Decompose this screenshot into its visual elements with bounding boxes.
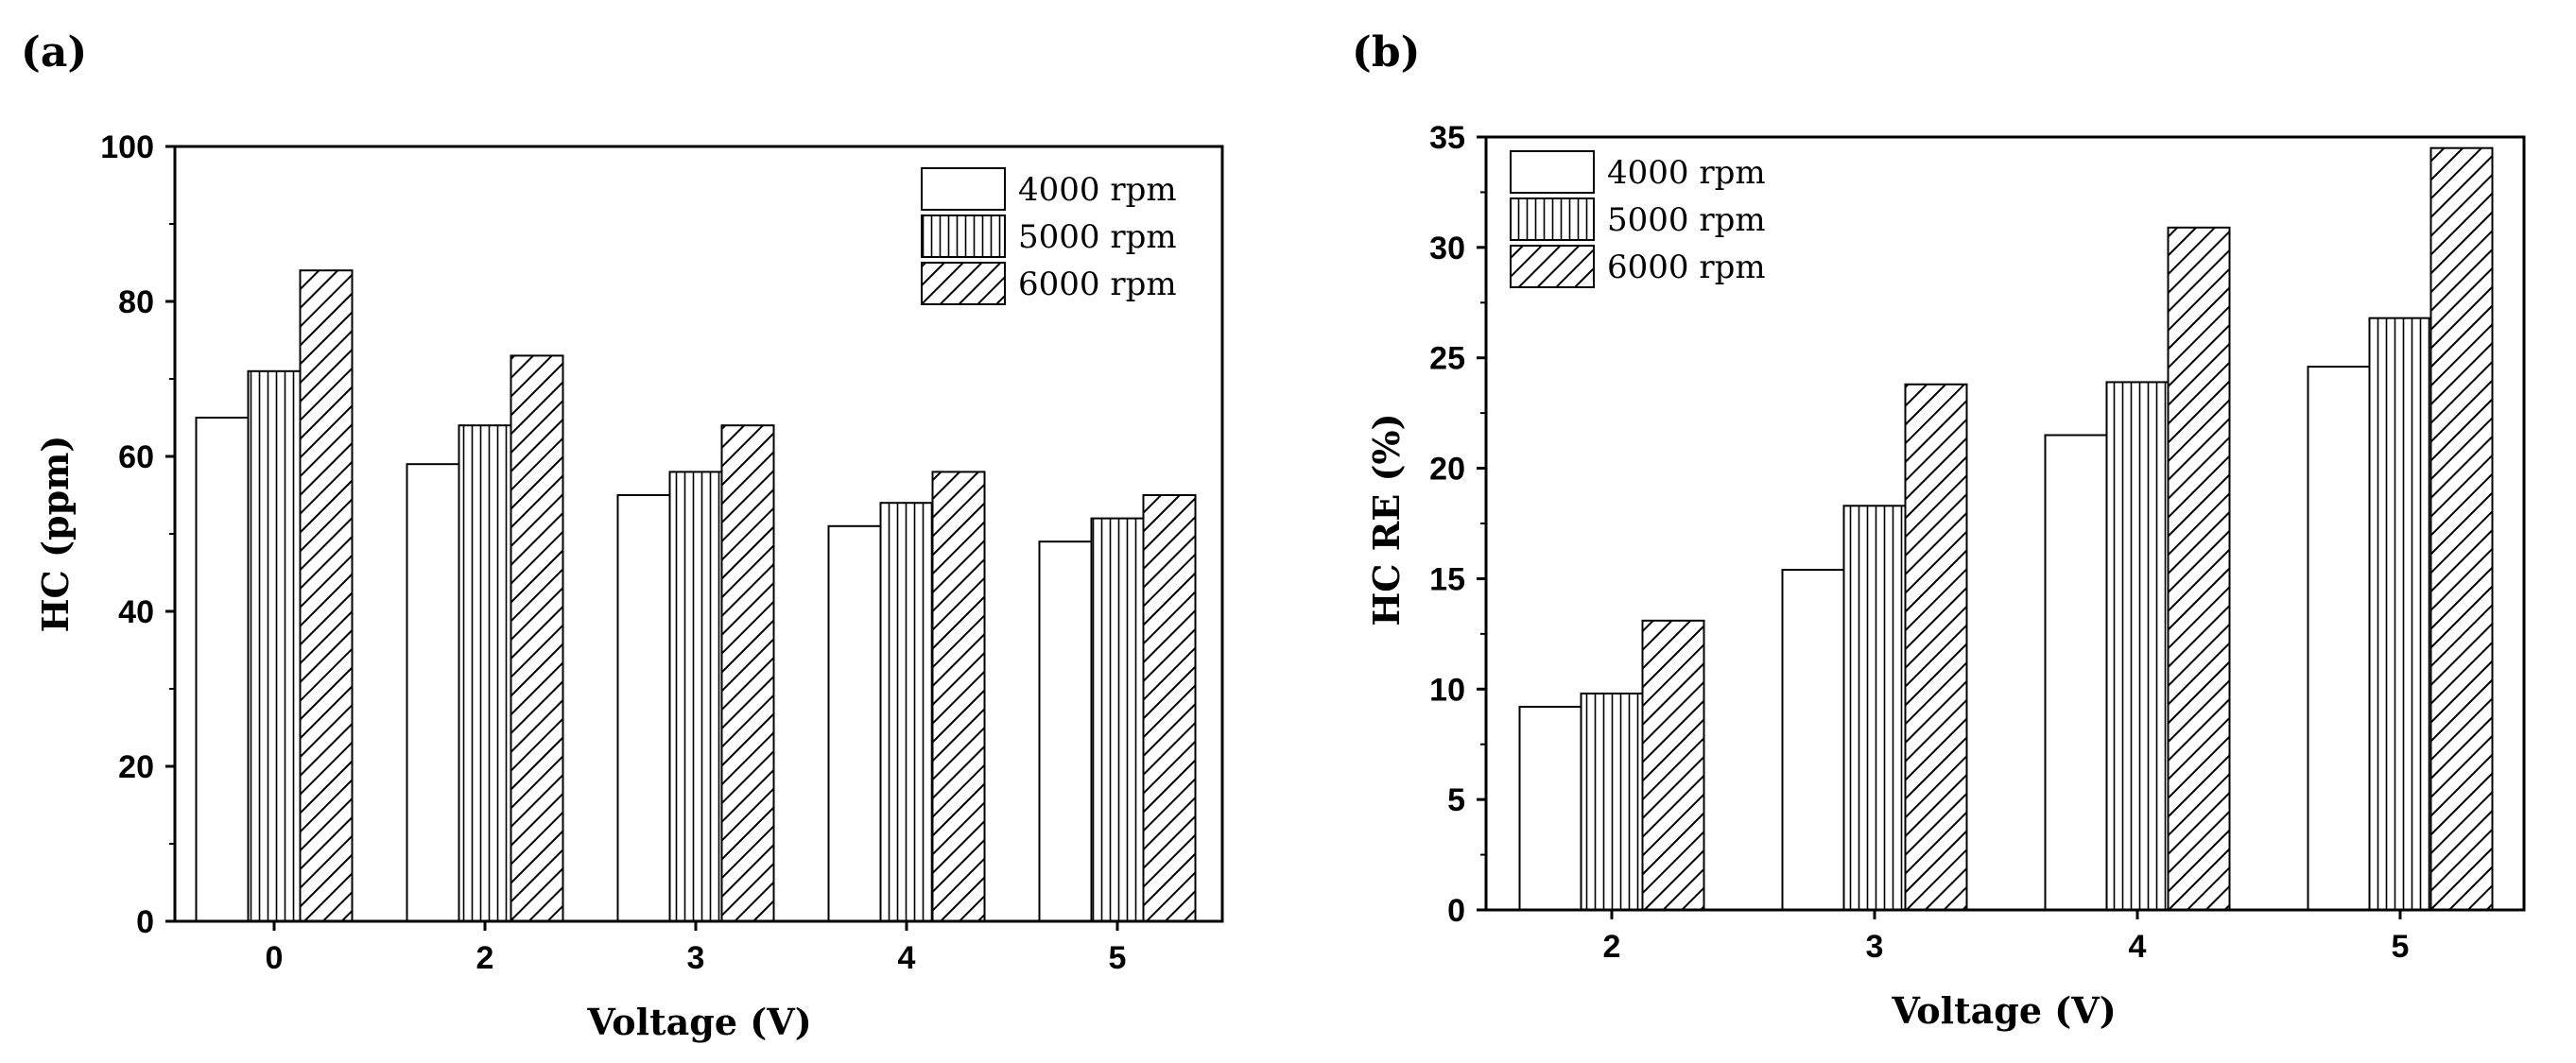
y-tick-label-a-100: 100 xyxy=(100,129,154,165)
x-axis-title-a: Voltage (V) xyxy=(586,1001,811,1043)
x-tick-label-a-3: 3 xyxy=(687,940,705,976)
legend-swatch-a-0 xyxy=(921,167,1006,211)
bar-a-5000-rpm-4 xyxy=(879,502,934,922)
bar-b-6000-rpm-3 xyxy=(1904,383,1968,911)
legend-swatch-a-1 xyxy=(921,214,1006,258)
bar-b-6000-rpm-5 xyxy=(2429,146,2494,911)
bar-a-4000-rpm-2 xyxy=(406,463,460,922)
y-axis-title-a: HC (ppm) xyxy=(34,436,77,633)
y-tick-label-b-30: 30 xyxy=(1429,231,1465,266)
legend-b: 4000 rpm 5000 rpm 6000 rpm xyxy=(1510,150,1766,288)
x-axis-title-b: Voltage (V) xyxy=(1891,989,2116,1032)
y-tick-label-a-0: 0 xyxy=(136,904,154,940)
chart-a: (a) 0 20 40 60 80 100 0 2 3 4 5 Voltage (V) HC (p… xyxy=(21,28,1224,1043)
bar-a-4000-rpm-4 xyxy=(827,524,882,922)
legend-label-b-1: 5000 rpm xyxy=(1607,201,1766,239)
bar-a-4000-rpm-3 xyxy=(616,494,671,922)
y-tick-label-b-35: 35 xyxy=(1429,120,1465,156)
legend-label-b-2: 6000 rpm xyxy=(1607,249,1766,286)
bar-b-5000-rpm-4 xyxy=(2105,381,2170,911)
bar-b-4000-rpm-5 xyxy=(2307,366,2371,911)
y-tick-label-a-20: 20 xyxy=(118,749,154,785)
y-tick-label-b-5: 5 xyxy=(1447,782,1465,818)
bar-a-6000-rpm-4 xyxy=(931,471,986,922)
x-tick-label-a-2: 2 xyxy=(476,940,494,976)
y-tick-label-b-10: 10 xyxy=(1429,672,1465,708)
bar-a-6000-rpm-0 xyxy=(299,269,354,922)
y-axis-title-b: HC RE (%) xyxy=(1365,413,1408,626)
bar-a-6000-rpm-3 xyxy=(720,424,775,922)
bar-b-4000-rpm-3 xyxy=(1781,569,1845,912)
legend-label-a-0: 4000 rpm xyxy=(1018,171,1177,209)
x-ticks-b: 2 3 4 5 xyxy=(1603,910,2410,965)
bars-a xyxy=(195,269,1197,922)
x-tick-label-b-5: 5 xyxy=(2392,929,2410,965)
legend-swatch-b-2 xyxy=(1510,245,1595,288)
bar-a-5000-rpm-5 xyxy=(1090,517,1145,922)
legend-swatch-a-2 xyxy=(921,262,1006,305)
legend-a: 4000 rpm 5000 rpm 6000 rpm xyxy=(921,167,1177,305)
bar-b-5000-rpm-3 xyxy=(1842,505,1907,911)
panel-label-b: (b) xyxy=(1352,28,1420,77)
x-tick-label-a-4: 4 xyxy=(898,940,916,976)
bars-b xyxy=(1518,146,2494,912)
legend-label-a-2: 6000 rpm xyxy=(1018,266,1177,303)
bar-a-6000-rpm-5 xyxy=(1142,494,1197,922)
bar-a-4000-rpm-0 xyxy=(195,417,250,922)
x-tick-label-a-0: 0 xyxy=(266,940,284,976)
x-tick-label-b-4: 4 xyxy=(2129,929,2147,965)
y-tick-label-a-80: 80 xyxy=(118,284,154,320)
y-ticks-b: 0 5 10 15 20 25 30 35 xyxy=(1429,120,1486,929)
y-ticks-a: 0 20 40 60 80 100 xyxy=(100,129,175,940)
bar-b-5000-rpm-5 xyxy=(2368,317,2432,912)
bar-b-6000-rpm-4 xyxy=(2167,226,2231,911)
bar-a-4000-rpm-5 xyxy=(1038,540,1093,922)
chart-b: (b) 0 5 10 15 20 25 30 35 2 3 4 5 Voltage (V) HC R… xyxy=(1352,28,2526,1032)
y-tick-label-b-20: 20 xyxy=(1429,452,1465,488)
bar-b-4000-rpm-2 xyxy=(1518,705,1582,911)
bar-a-5000-rpm-3 xyxy=(668,471,723,922)
y-tick-label-b-0: 0 xyxy=(1447,893,1465,929)
y-tick-label-b-25: 25 xyxy=(1429,341,1465,377)
x-tick-label-b-2: 2 xyxy=(1603,929,1621,965)
y-tick-label-a-40: 40 xyxy=(118,594,154,630)
bar-a-6000-rpm-2 xyxy=(510,354,564,922)
x-tick-label-a-5: 5 xyxy=(1109,940,1127,976)
bar-b-4000-rpm-4 xyxy=(2044,434,2108,911)
x-ticks-a: 0 2 3 4 5 xyxy=(266,921,1127,976)
bar-b-5000-rpm-2 xyxy=(1580,692,1644,912)
legend-swatch-b-1 xyxy=(1510,197,1595,241)
panel-label-a: (a) xyxy=(21,28,87,77)
x-tick-label-b-3: 3 xyxy=(1866,929,1884,965)
bar-a-5000-rpm-2 xyxy=(458,424,512,922)
legend-label-b-0: 4000 rpm xyxy=(1607,154,1766,192)
y-tick-label-b-15: 15 xyxy=(1429,561,1465,597)
bar-b-6000-rpm-2 xyxy=(1641,619,1705,911)
legend-swatch-b-0 xyxy=(1510,150,1595,194)
y-tick-label-a-60: 60 xyxy=(118,439,154,475)
bar-a-5000-rpm-0 xyxy=(247,369,302,922)
legend-label-a-1: 5000 rpm xyxy=(1018,218,1177,256)
